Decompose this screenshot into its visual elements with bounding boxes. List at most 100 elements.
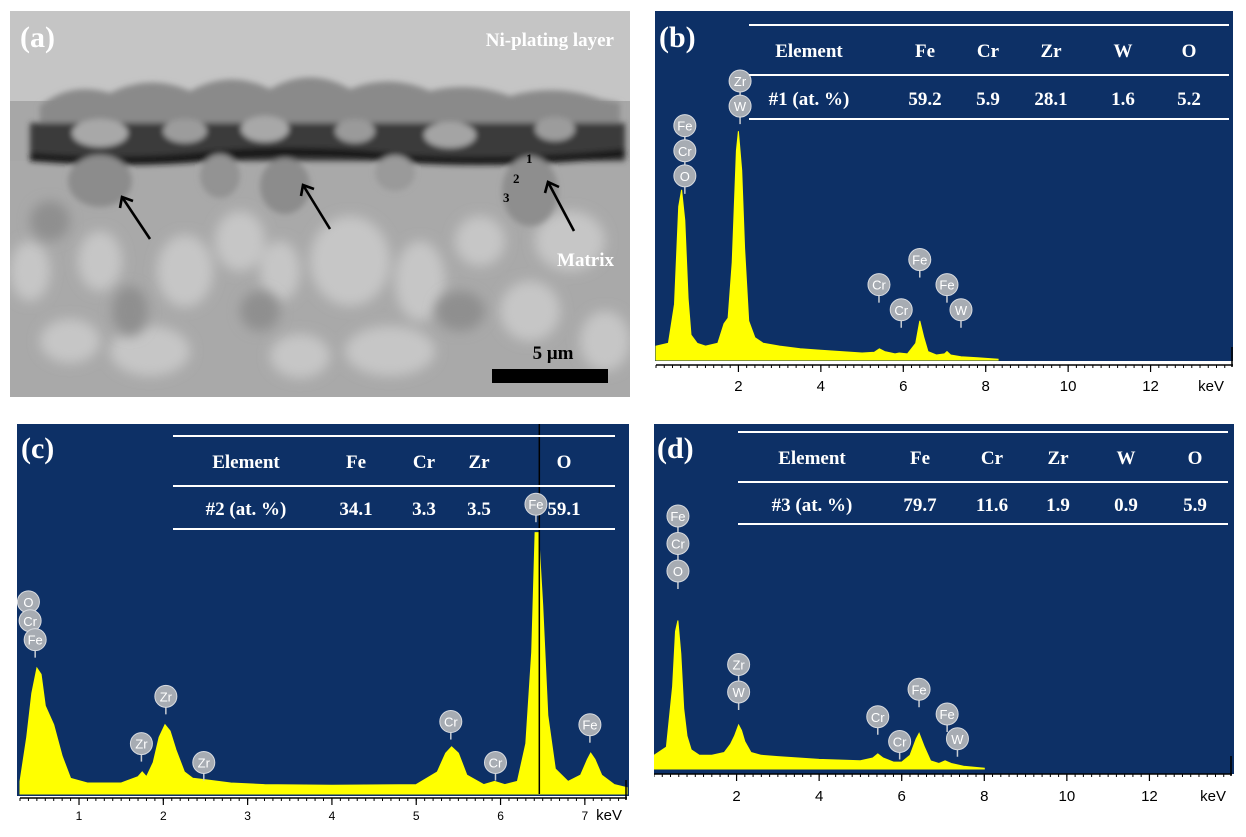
table-cell-b-0: #1 (at. %) (769, 89, 850, 110)
eds-spectrum-panel-c: O Cr Fe Zr Zr Zr Cr Cr Fe Fe 1 2 3 4 5 6 7 keV (c) Element F… (17, 424, 629, 830)
x-unit-label-c: keV (596, 807, 622, 824)
peak-label-badge (23, 628, 47, 652)
peak-label-text: O (673, 564, 683, 579)
table-cell-d-5: 5.9 (1183, 495, 1207, 516)
ni-plating-layer-label: Ni-plating layer (486, 30, 615, 51)
x-tick-label-2: 2 (160, 809, 167, 823)
arrow-3-head (543, 180, 560, 194)
peak-label-b-5: Cr (867, 273, 891, 303)
peak-label-text: Zr (734, 74, 747, 89)
arrows (118, 180, 576, 240)
x-tick-label-5: 5 (413, 809, 420, 823)
eds-spectrum-panel-b: Zr W Fe Cr O Cr Cr Fe Fe W 2 4 6 8 10 12 keV (b) Element Fe… (655, 11, 1233, 399)
spectrum-area-d (654, 620, 985, 770)
table-cell-c-2: 3.3 (412, 499, 436, 520)
table-cell-d-4: 0.9 (1114, 495, 1138, 516)
peak-label-badge (154, 684, 178, 708)
x-tick-label-8: 8 (980, 788, 988, 805)
matrix-grains (10, 211, 630, 378)
peak-label-badge (949, 298, 973, 322)
peak-label-text: Cr (489, 756, 503, 771)
spectrum-area-b (655, 131, 999, 361)
x-tick-label-3: 3 (244, 809, 251, 823)
peak-label-text: Cr (872, 278, 886, 293)
peak-label-d-4: W (727, 680, 751, 710)
peak-label-d-7: Fe (907, 677, 931, 708)
peak-label-text: Fe (911, 682, 926, 697)
peak-label-c-3: Zr (154, 684, 178, 715)
peak-label-d-5: Cr (866, 705, 890, 735)
x-tick-label-4: 4 (817, 378, 825, 395)
peak-label-badge (935, 273, 959, 297)
table-header-b-1: Fe (915, 41, 935, 62)
peak-label-badge (727, 653, 751, 676)
peak-label-text: Fe (670, 509, 685, 524)
peak-label-d-0: Fe (666, 504, 690, 534)
peak-label-text: W (955, 303, 968, 318)
peak-label-c-9: Fe (578, 713, 602, 743)
panel-label-c: (c) (21, 432, 54, 465)
point-label-2: 2 (513, 171, 520, 186)
table-cell-b-5: 5.2 (1177, 89, 1201, 110)
x-tick-label-7: 7 (582, 809, 589, 823)
peak-label-badge (673, 164, 697, 188)
peak-label-text: Fe (28, 633, 43, 648)
peak-label-badge (728, 94, 752, 118)
table-header-c-2: Cr (413, 452, 436, 473)
table-cell-c-4: 59.1 (547, 499, 580, 520)
peak-label-b-2: Fe (673, 114, 697, 144)
table-header-d-2: Cr (981, 448, 1004, 469)
x-tick-label-8: 8 (982, 378, 990, 395)
peak-label-badge (673, 114, 697, 138)
peak-label-text: O (23, 595, 33, 610)
arrow-3 (546, 181, 576, 232)
x-tick-label-10: 10 (1059, 788, 1076, 805)
peak-label-badge (866, 705, 890, 729)
peak-label-text: Cr (894, 303, 908, 318)
peak-label-badge (483, 751, 507, 774)
peak-label-text: O (680, 169, 690, 184)
table-cell-c-0: #2 (at. %) (206, 499, 287, 520)
peak-label-badge (728, 69, 752, 93)
x-tick-label-4: 4 (815, 788, 823, 805)
x-tick-label-6: 6 (898, 788, 906, 805)
peak-label-d-6: Cr (888, 730, 912, 760)
table-header-b-3: Zr (1040, 41, 1062, 62)
table-cell-d-2: 11.6 (976, 495, 1008, 516)
panel-a-label: (a) (20, 21, 55, 54)
peak-label-b-9: W (949, 298, 973, 328)
peak-label-text: Cr (444, 715, 458, 730)
peak-label-badge (889, 298, 913, 322)
arrow-2-head (299, 183, 315, 197)
eds-spectrum-d: Fe Cr O Zr W Cr Cr Fe Fe W 2 4 6 8 10 12 keV (d) Element Fe… (654, 424, 1234, 805)
peak-label-b-3: Cr (673, 139, 697, 169)
peak-label-c-2: Fe (23, 628, 47, 658)
peak-label-text: Zr (198, 756, 211, 771)
x-unit-label-b: keV (1198, 378, 1224, 395)
x-tick-label-6: 6 (899, 378, 907, 395)
table-cell-b-1: 59.2 (908, 89, 941, 110)
peak-label-badge (129, 732, 153, 756)
peak-label-text: Cr (671, 537, 685, 552)
peak-label-c-6: Cr (439, 710, 463, 740)
peak-label-text: W (951, 732, 964, 747)
plating-interface-zone (30, 77, 625, 226)
x-tick-label-12: 12 (1141, 788, 1158, 805)
peak-label-text: Fe (939, 278, 954, 293)
peak-label-text: Fe (528, 497, 543, 512)
peak-label-badge (908, 248, 932, 272)
x-tick-label-2: 2 (732, 788, 740, 805)
point-label-3: 3 (503, 190, 510, 205)
peak-label-badge (439, 710, 463, 734)
eds-spectrum-panel-d: Fe Cr O Zr W Cr Cr Fe Fe W 2 4 6 8 10 12 keV (d) Element Fe… (654, 424, 1234, 810)
table-header-c-3: Zr (468, 452, 490, 473)
peak-label-text: Zr (135, 737, 148, 752)
peak-label-b-1: W (728, 94, 752, 125)
peak-label-b-8: Fe (935, 273, 959, 303)
table-header-c-1: Fe (346, 452, 366, 473)
peak-label-text: Fe (940, 707, 955, 722)
peak-label-text: Cr (678, 144, 692, 159)
x-tick-label-6: 6 (497, 809, 504, 823)
sem-micrograph-panel: (a) Ni-plating layer Matrix 1 2 3 5 μm (10, 11, 630, 397)
